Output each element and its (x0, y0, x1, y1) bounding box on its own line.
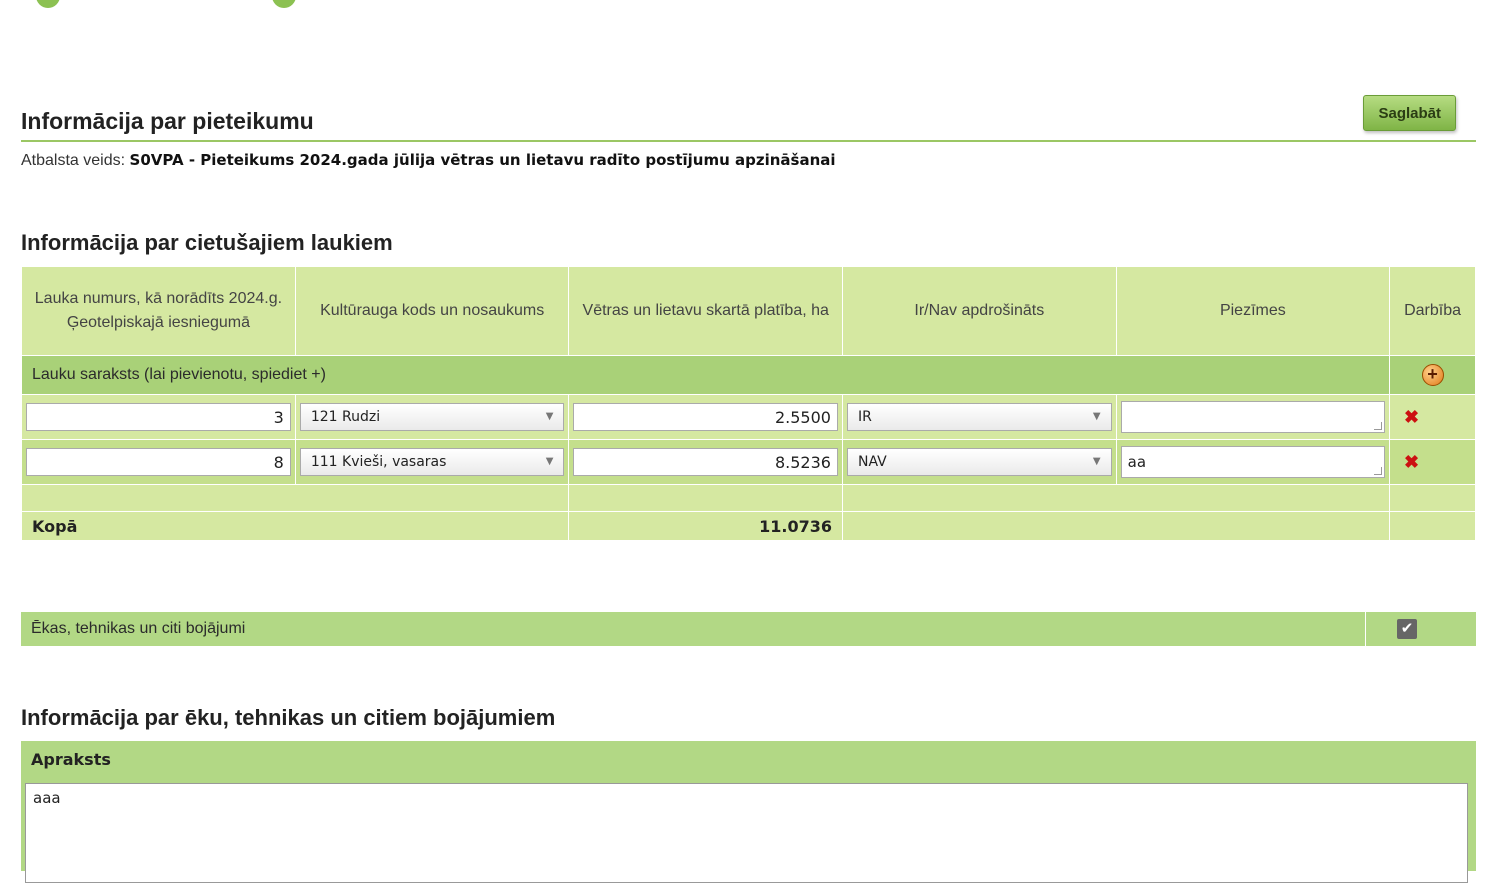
save-button[interactable]: Saglabāt (1363, 95, 1456, 131)
col-header-notes: Piezīmes (1115, 266, 1391, 356)
field-number-input[interactable] (26, 403, 291, 431)
area-input[interactable] (573, 448, 838, 476)
col-header-insured: Ir/Nav apdrošināts (841, 266, 1117, 356)
col-header-action: Darbība (1389, 266, 1476, 356)
fields-section-title: Informācija par cietušajiem laukiem (21, 230, 393, 255)
crop-select[interactable]: 121 Rudzi ▼ (299, 403, 565, 431)
col-header-field-number: Lauka numurs, kā norādīts 2024.g. Ģeotel… (21, 266, 296, 356)
other-damages-checkbox[interactable]: ✔ (1397, 619, 1417, 639)
insured-select[interactable]: IR ▼ (846, 403, 1112, 431)
table-row: 121 Rudzi ▼ IR ▼ ✖ (21, 394, 1476, 440)
insured-select-value: IR (857, 409, 872, 425)
table-total-row: Kopā 11.0736 (20, 511, 1476, 541)
description-panel: Apraksts aaa (21, 741, 1476, 883)
crop-select[interactable]: 111 Kvieši, vasaras ▼ (299, 448, 565, 476)
chevron-down-icon: ▼ (545, 456, 554, 467)
table-header-row: Lauka numurs, kā norādīts 2024.g. Ģeotel… (21, 266, 1476, 356)
support-type-label: Atbalsta veids: (21, 152, 126, 169)
support-type-line: Atbalsta veids: S0VPA - Pieteikums 2024.… (21, 151, 836, 170)
page-title: Informācija par pieteikumu (21, 108, 314, 134)
delete-row-icon[interactable]: ✖ (1404, 406, 1420, 427)
table-spacer-row (20, 484, 1476, 512)
delete-row-icon[interactable]: ✖ (1404, 451, 1420, 472)
notes-textarea[interactable]: aa (1120, 446, 1386, 478)
chevron-down-icon: ▼ (1092, 411, 1101, 422)
insured-select[interactable]: NAV ▼ (846, 448, 1112, 476)
step-dot-icon (272, 0, 296, 8)
step-dot-icon (36, 0, 60, 8)
description-label: Apraksts (31, 750, 111, 769)
add-row-icon[interactable]: + (1421, 364, 1444, 386)
other-damages-label: Ēkas, tehnikas un citi bojājumi (31, 620, 246, 637)
total-label: Kopā (20, 511, 570, 541)
description-textarea[interactable]: aaa (25, 783, 1468, 883)
crop-select-value: 121 Rudzi (310, 409, 381, 425)
crop-select-value: 111 Kvieši, vasaras (310, 454, 447, 470)
field-number-input[interactable] (26, 448, 291, 476)
chevron-down-icon: ▼ (1092, 456, 1101, 467)
field-list-label: Lauku saraksts (lai pievienotu, spiediet… (20, 355, 1391, 395)
other-damages-row: Ēkas, tehnikas un citi bojājumi ✔ (21, 612, 1476, 646)
total-value: 11.0736 (568, 511, 843, 541)
fields-table: Lauka numurs, kā norādīts 2024.g. Ģeotel… (20, 266, 1476, 541)
col-header-crop: Kultūrauga kods un nosaukums (294, 266, 570, 356)
table-row: 111 Kvieši, vasaras ▼ NAV ▼ aa ✖ (21, 439, 1476, 485)
support-type-value: S0VPA - Pieteikums 2024.gada jūlija vētr… (129, 151, 836, 169)
notes-textarea[interactable] (1120, 401, 1386, 433)
field-list-header-row: Lauku saraksts (lai pievienotu, spiediet… (20, 355, 1476, 395)
area-input[interactable] (573, 403, 838, 431)
col-header-area: Vētras un lietavu skartā platība, ha (568, 266, 843, 356)
buildings-section-title: Informācija par ēku, tehnikas un citiem … (21, 705, 556, 730)
insured-select-value: NAV (857, 454, 887, 470)
chevron-down-icon: ▼ (545, 411, 554, 422)
main-title-row: Informācija par pieteikumu Saglabāt (21, 92, 1476, 142)
